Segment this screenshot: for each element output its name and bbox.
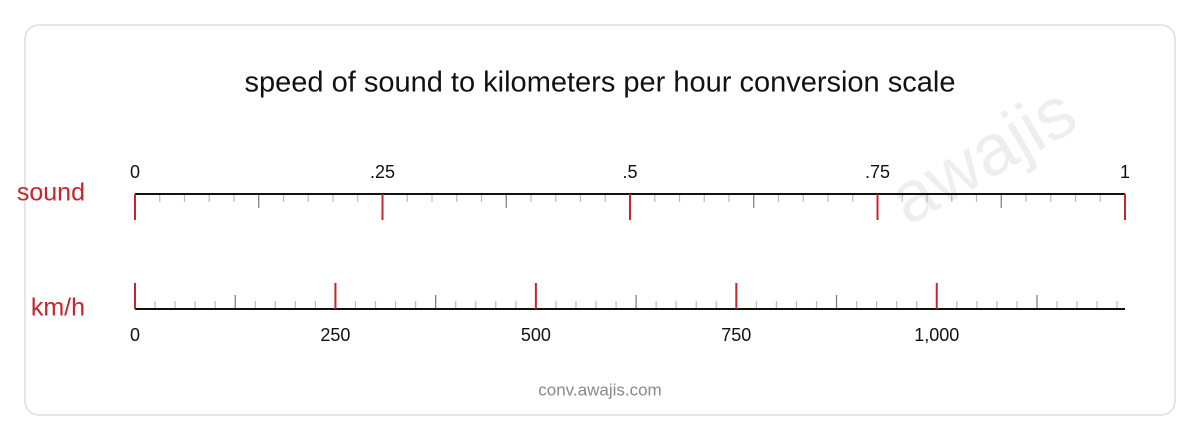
tick-label: 250 [320,325,350,345]
tick-label: 1 [1120,162,1130,182]
tick-label: .75 [865,162,890,182]
tick-label: 0 [130,162,140,182]
scale-name: km/h [31,294,85,322]
tick-label: 0 [130,325,140,345]
chart-title: speed of sound to kilometers per hour co… [245,67,956,99]
tick-label: 1,000 [914,325,959,345]
tick-label: 500 [521,325,551,345]
scale-name: sound [17,179,85,207]
tick-label: .25 [370,162,395,182]
tick-label: .5 [622,162,637,182]
card [24,24,1176,416]
tick-label: 750 [721,325,751,345]
footer: conv.awajis.com [538,380,661,399]
